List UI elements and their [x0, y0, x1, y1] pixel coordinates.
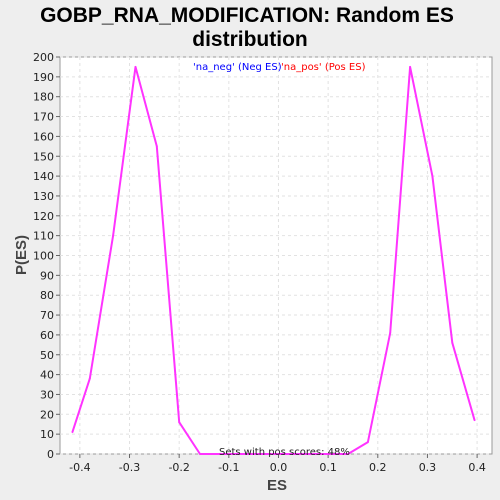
y-axis-label: P(ES): [13, 235, 30, 275]
y-tick-label: 10: [40, 428, 54, 441]
x-tick-label: -0.1: [218, 461, 239, 474]
x-tick-label: -0.2: [168, 461, 189, 474]
y-tick-label: 100: [33, 250, 54, 263]
y-tick-label: 50: [40, 349, 54, 362]
x-tick-label: 0.2: [369, 461, 387, 474]
y-tick-label: 120: [33, 210, 54, 223]
x-tick-label: 0.3: [419, 461, 437, 474]
data-point: [431, 175, 434, 178]
y-tick-label: 170: [33, 111, 54, 124]
x-tick-label: -0.3: [119, 461, 140, 474]
legend: 'na_neg' (Neg ES) 'na_pos' (Pos ES): [193, 62, 366, 73]
gridlines: [60, 56, 492, 455]
y-tick-label: 130: [33, 190, 54, 203]
x-tick-label: 0.1: [319, 461, 337, 474]
data-point: [473, 419, 476, 422]
x-axis-label: ES: [267, 477, 287, 494]
data-point: [389, 332, 392, 334]
data-point: [451, 341, 454, 344]
legend-entry-pos: 'na_pos' (Pos ES): [281, 62, 366, 73]
data-point: [199, 453, 201, 455]
data-point: [222, 453, 225, 455]
y-tick-label: 20: [40, 408, 54, 421]
y-tick-label: 30: [40, 388, 54, 401]
y-tick-label: 110: [33, 230, 54, 243]
chart-title-line-1: GOBP_RNA_MODIFICATION: Random ES: [40, 4, 454, 27]
data-point: [277, 453, 280, 455]
y-tick-label: 200: [33, 51, 54, 64]
x-axis-ticks: -0.4 -0.3 -0.2 -0.1 0.0 0.1 0.2 0.3 0.4: [69, 454, 486, 474]
data-point: [88, 377, 91, 380]
data-point: [155, 145, 158, 148]
y-tick-label: 160: [33, 130, 54, 143]
y-tick-label: 140: [33, 170, 54, 183]
y-tick-label: 40: [40, 369, 54, 382]
data-point: [178, 421, 181, 424]
data-point: [327, 453, 330, 455]
y-tick-label: 0: [47, 448, 54, 461]
y-tick-label: 150: [33, 150, 54, 163]
x-tick-label: -0.4: [69, 461, 90, 474]
data-point: [71, 431, 74, 434]
legend-entry-neg: 'na_neg' (Neg ES): [193, 62, 282, 73]
y-tick-label: 60: [40, 329, 54, 342]
x-tick-label: 0.4: [468, 461, 486, 474]
data-point: [112, 234, 115, 237]
y-tick-label: 180: [33, 91, 54, 104]
data-point: [409, 66, 411, 68]
chart-title-line-2: distribution: [192, 28, 307, 51]
data-point: [307, 453, 310, 455]
data-point: [366, 441, 369, 443]
data-point: [134, 66, 137, 68]
pos-scores-annotation: Sets with pos scores: 48%: [219, 447, 350, 458]
y-axis-ticks: 0 10 20 30 40 50 60 70 80 90 100 110 120 130 140 150 160…: [33, 51, 60, 461]
y-tick-label: 70: [40, 309, 54, 322]
x-tick-label: 0.0: [270, 461, 288, 474]
series-layer: [71, 65, 476, 455]
y-tick-label: 190: [33, 71, 54, 84]
data-point: [247, 453, 250, 455]
y-tick-label: 80: [40, 289, 54, 302]
y-tick-label: 90: [40, 269, 54, 282]
data-point: [347, 453, 349, 455]
